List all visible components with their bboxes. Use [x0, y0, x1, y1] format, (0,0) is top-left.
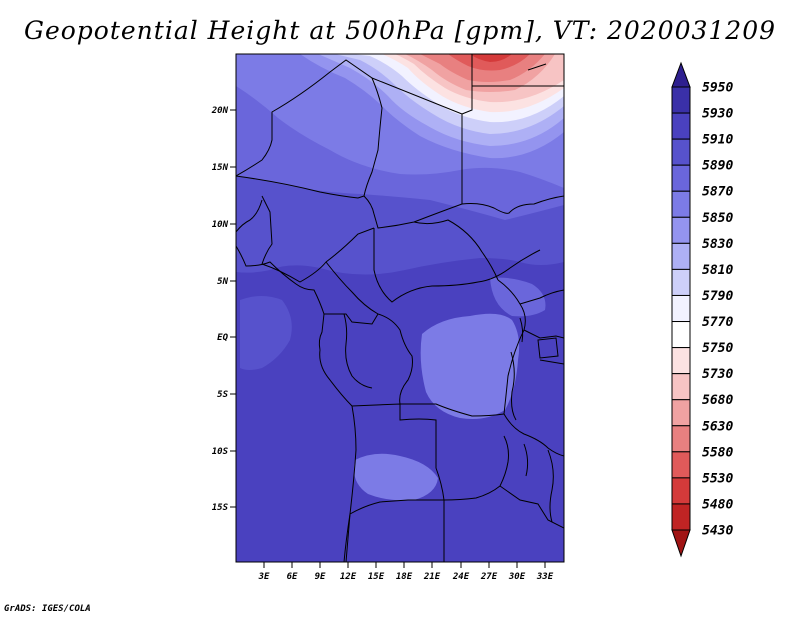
colorbar-label-5730: 5730 [702, 367, 733, 382]
colorbar: 5950 5930 5910 5890 5870 5850 5830 5810 5790 5770… [671, 61, 733, 558]
lat-label-5s: 5S [217, 390, 228, 400]
field-5580-5630 [448, 54, 530, 71]
colorbar-label-5430: 5430 [702, 524, 733, 539]
lat-label-15n: 15N [212, 163, 229, 173]
colorbar-label-5910: 5910 [702, 133, 733, 148]
colorbar-segment [671, 138, 691, 166]
colorbar-label-5890: 5890 [702, 159, 733, 174]
geopotential-field [236, 54, 564, 562]
colorbar-segment [671, 86, 691, 114]
field-5530-5580 [470, 54, 512, 62]
field-5850-5870-angola [353, 453, 438, 501]
colorbar-label-5530: 5530 [702, 471, 733, 486]
colorbar-segment [671, 268, 691, 296]
colorbar-segment [671, 373, 691, 401]
lat-label-eq: EQ [217, 333, 228, 343]
colorbar-label-5750: 5750 [702, 341, 733, 356]
lon-label-30e: 30E [508, 572, 526, 582]
colorbar-label-5830: 5830 [702, 237, 733, 252]
field-5890-5910-gulf [240, 296, 292, 370]
field-5850-5870-congo [420, 313, 520, 419]
colorbar-label-5580: 5580 [702, 445, 733, 460]
map-frame [235, 53, 565, 563]
field-5870-5890-east [490, 277, 546, 317]
lat-label-15s: 15S [212, 503, 229, 513]
lon-label-3e: 3E [258, 572, 270, 582]
colorbar-segment [671, 347, 691, 375]
lon-label-15e: 15E [368, 572, 385, 582]
colorbar-label-5950: 5950 [702, 81, 733, 96]
lon-label-27e: 27E [480, 572, 498, 582]
colorbar-segment [671, 399, 691, 427]
lat-label-5n: 5N [217, 277, 228, 287]
colorbar-segment [671, 242, 691, 270]
colorbar-label-5480: 5480 [702, 497, 733, 512]
colorbar-label-5810: 5810 [702, 263, 733, 278]
colorbar-label-5850: 5850 [702, 211, 733, 226]
lon-axis: 3E 6E 9E 12E 15E 18E 21E 24E 27E 30E 33E [258, 562, 554, 582]
colorbar-segment [671, 451, 691, 479]
lon-label-18e: 18E [396, 572, 413, 582]
colorbar-segment [671, 477, 691, 505]
colorbar-label-5630: 5630 [702, 419, 733, 434]
lat-label-10s: 10S [212, 447, 229, 457]
colorbar-label-5790: 5790 [702, 289, 733, 304]
lon-label-21e: 21E [423, 572, 441, 582]
colorbar-segment [671, 425, 691, 453]
colorbar-segment [671, 294, 691, 323]
colorbar-segment [671, 216, 691, 244]
colorbar-label-5870: 5870 [702, 185, 733, 200]
lat-label-10n: 10N [212, 220, 229, 230]
colorbar-segment [671, 321, 691, 349]
lon-label-9e: 9E [315, 572, 326, 582]
colorbar-segment [671, 190, 691, 218]
lon-label-24e: 24E [452, 572, 470, 582]
colorbar-label-5930: 5930 [702, 107, 733, 122]
chart-title: Geopotential Height at 500hPa [gpm], VT:… [23, 16, 777, 45]
colorbar-bottom-arrow [671, 529, 691, 558]
colorbar-label-5680: 5680 [702, 393, 733, 408]
lat-label-20n: 20N [211, 106, 229, 116]
lon-label-6e: 6E [287, 572, 298, 582]
colorbar-segment [671, 503, 691, 531]
lon-label-33e: 33E [536, 572, 554, 582]
colorbar-segment [671, 112, 691, 140]
lon-label-12e: 12E [340, 572, 357, 582]
country-borders [236, 54, 564, 562]
colorbar-label-5770: 5770 [702, 315, 733, 330]
colorbar-top-arrow [671, 61, 691, 88]
lat-axis: 20N 15N 10N 5N EQ 5S 10S 15S [211, 106, 236, 513]
colorbar-segment [671, 164, 691, 192]
footer-credit: GrADS: IGES/COLA [4, 604, 91, 614]
